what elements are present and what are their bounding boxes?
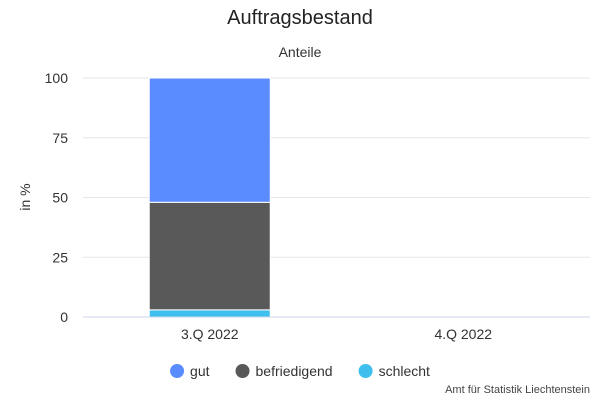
legend-marker-schlecht[interactable] (358, 364, 373, 378)
y-tick-label: 50 (52, 190, 68, 206)
chart-title: Auftragsbestand (227, 7, 373, 29)
x-tick-label: 3.Q 2022 (181, 326, 239, 342)
y-tick-label: 75 (52, 130, 68, 146)
chart-subtitle: Anteile (278, 44, 322, 60)
legend-marker-befriedigend[interactable] (235, 364, 250, 378)
source-credit: Amt für Statistik Liechtenstein (445, 384, 590, 396)
y-tick-label: 0 (60, 309, 68, 325)
legend-label-gut[interactable]: gut (190, 363, 210, 379)
bar-segment-befriedigend[interactable] (148, 201, 271, 311)
legend: gut befriedigend schlecht (170, 363, 430, 379)
bars (148, 77, 271, 318)
y-axis-label: in % (17, 183, 33, 210)
legend-label-schlecht[interactable]: schlecht (379, 363, 430, 379)
bar-segment-schlecht[interactable] (148, 309, 271, 318)
legend-marker-gut[interactable] (170, 364, 185, 378)
x-tick-label: 4.Q 2022 (434, 326, 492, 342)
bar-segment-gut[interactable] (148, 77, 271, 203)
y-tick-label: 100 (45, 70, 69, 86)
legend-label-befriedigend[interactable]: befriedigend (256, 363, 333, 379)
axes: 0 25 50 75 100 3.Q 2022 4.Q 2022 (45, 70, 590, 342)
y-tick-label: 25 (52, 249, 68, 265)
